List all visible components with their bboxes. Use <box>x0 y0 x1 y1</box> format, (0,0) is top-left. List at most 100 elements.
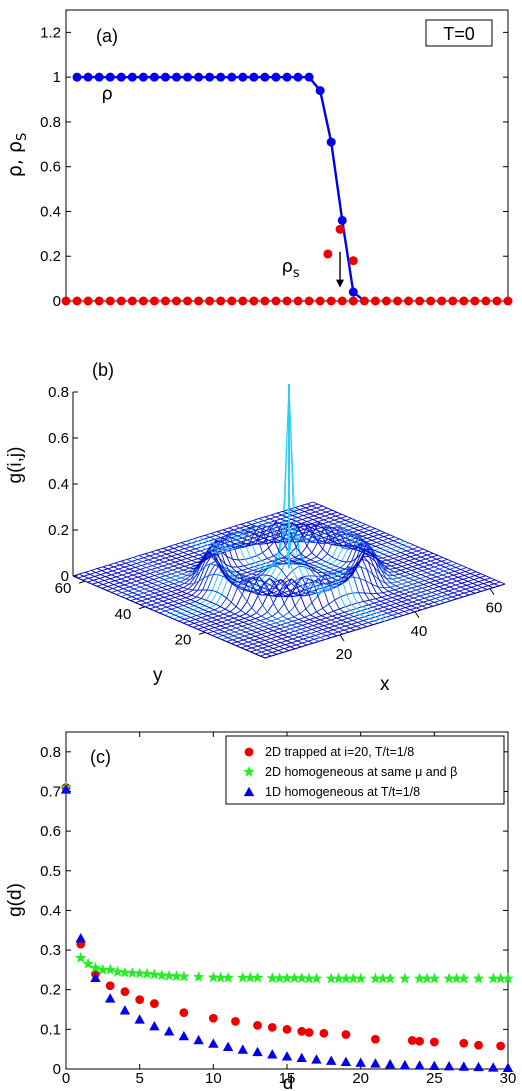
series-1-point <box>179 1008 189 1018</box>
series-1-point <box>135 995 145 1005</box>
panel-c-xtick-label: 0 <box>62 1070 70 1087</box>
series-2-point <box>494 972 507 984</box>
rho-point <box>160 72 170 82</box>
series-2-point <box>207 971 219 983</box>
series-3-point <box>193 1034 204 1045</box>
series-3-point <box>296 1052 307 1063</box>
series-1-point <box>231 1017 240 1026</box>
rho-s-point <box>282 296 292 306</box>
series-2-point <box>355 972 367 984</box>
panel-c-label: (c) <box>90 747 111 767</box>
rho-point <box>260 72 270 82</box>
rho-s-point <box>127 296 137 306</box>
rho-point <box>127 72 137 82</box>
series-3-point <box>90 972 101 982</box>
rho-point <box>315 86 325 96</box>
panel-c-xtick-label: 15 <box>279 1070 296 1087</box>
panel-a-ytick-label: 0.4 <box>40 203 61 220</box>
legend-marker-2 <box>243 766 255 777</box>
surface-grid-column <box>258 518 452 602</box>
panel-b-ztick-label: 0.4 <box>48 476 69 493</box>
annotation-subscript: s <box>293 266 300 281</box>
legend-box <box>225 735 505 805</box>
rho-s-point <box>337 296 347 306</box>
series-3-point <box>414 1060 425 1070</box>
rho-s-point <box>448 296 458 306</box>
series-2-point <box>281 972 293 984</box>
panel-a-label: (a) <box>96 26 118 46</box>
panel-a-density-profile: (a) T=0 00.20.40.60.811.2 ρρs ρ, ρS <box>4 9 513 310</box>
rho-point <box>271 72 281 82</box>
series-3-point <box>326 1055 337 1065</box>
panel-c-xtick-label: 20 <box>352 1070 369 1087</box>
rho-s-point <box>160 296 170 306</box>
series-2-point <box>82 957 94 969</box>
panel-b-xtick <box>489 588 495 595</box>
rho-point <box>293 72 303 82</box>
series-2-point <box>89 961 102 973</box>
series-2-point <box>458 972 470 984</box>
surface-grid-column <box>144 552 338 637</box>
series-2-point <box>119 966 131 978</box>
surface-grid-column <box>222 521 416 613</box>
rho-point <box>94 72 104 82</box>
rho-point <box>238 72 248 82</box>
series-2-point <box>266 972 278 984</box>
surface-grid-column <box>84 571 278 655</box>
surface-grid-column <box>246 521 440 605</box>
surface-grid-column <box>168 540 362 629</box>
panel-b-ytick <box>78 580 86 584</box>
surface-grid-column <box>228 523 422 611</box>
rho-point <box>105 72 115 82</box>
rho-s-point <box>249 296 259 306</box>
panel-c-ytick-label: 0.5 <box>40 863 61 880</box>
rho-s-point <box>481 296 491 306</box>
rho-point <box>337 215 347 225</box>
surface-grid-column <box>294 507 488 590</box>
series-1-point <box>208 1013 218 1023</box>
series-2-point <box>156 969 168 981</box>
rho-s-peak-point <box>335 224 345 234</box>
rho-point <box>249 72 259 82</box>
series-3-point <box>252 1046 263 1057</box>
series-2-point <box>288 972 301 984</box>
series-1-point <box>474 1040 483 1050</box>
rho-s-point <box>216 296 226 306</box>
rho-s-point <box>94 296 104 306</box>
series-3-point <box>237 1044 248 1054</box>
surface-grid-column <box>204 524 398 618</box>
series-2-point <box>347 972 359 984</box>
surface-grid-column <box>114 562 308 646</box>
panel-b-zlabel: g(i,j) <box>5 447 26 484</box>
panel-c-ytick-label: 0.3 <box>40 942 61 959</box>
panel-a-ytick-label: 0.6 <box>40 159 61 176</box>
rho-s-point <box>404 296 414 306</box>
panel-a-ytick-label: 1.2 <box>40 24 61 41</box>
panel-c-xtick-label: 25 <box>426 1070 443 1087</box>
rho-point <box>348 287 358 297</box>
series-3-point <box>178 1030 190 1041</box>
panel-b-ztick-label: 0.6 <box>48 430 69 447</box>
series-2-point <box>487 972 499 984</box>
rho-s-point <box>205 296 215 306</box>
panel-c-xtick-label: 10 <box>205 1070 222 1087</box>
rho-s-point <box>238 296 248 306</box>
series-2-point <box>303 972 315 984</box>
panel-c-ytick-label: 0.4 <box>40 902 61 919</box>
series-2-point <box>244 971 256 983</box>
series-2-point <box>97 963 109 975</box>
annotation-symbol: ρ <box>281 256 292 277</box>
surface-grid-column <box>192 383 386 622</box>
panel-a-ytick-label: 0.2 <box>40 248 61 265</box>
surface-grid-column <box>120 560 314 644</box>
rho-s-point <box>172 296 181 306</box>
rho-point <box>216 72 226 82</box>
surface-grid-column <box>96 568 290 652</box>
rho-point <box>304 72 314 82</box>
rho-s-point <box>503 296 513 306</box>
series-3-point <box>222 1041 234 1051</box>
rho-point <box>227 72 237 82</box>
rho-s-peak-point <box>323 249 333 259</box>
series-3-point <box>429 1060 440 1070</box>
series-2-point <box>163 969 175 981</box>
